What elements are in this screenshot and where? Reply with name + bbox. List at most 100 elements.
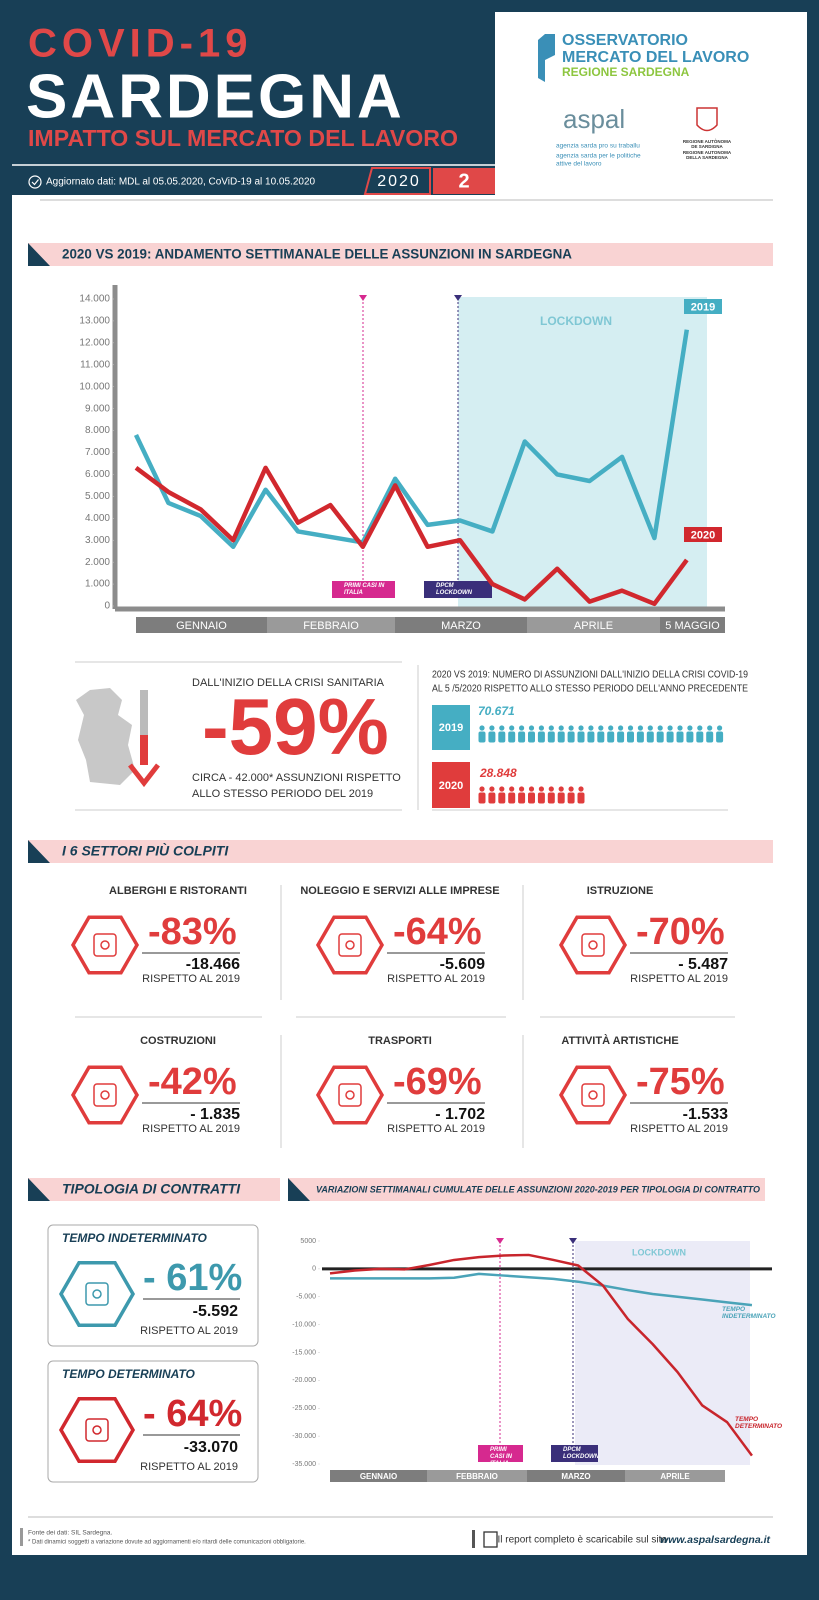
year-label: 2019	[439, 722, 463, 734]
region-crest	[696, 107, 718, 132]
y-tick-label: 2.000	[85, 557, 110, 568]
pdf-icon	[483, 1531, 498, 1548]
annotation: DPCM LOCKDOWN	[436, 583, 472, 596]
contracts: TEMPO INDETERMINATO - 61% -5.592 RISPETTO A…	[47, 1224, 259, 1483]
person-icon	[557, 792, 565, 804]
y-tick-label: -15.000	[292, 1349, 316, 1356]
footer-download: Il report completo è scaricabile sul sit…	[497, 1535, 667, 1546]
person-icon	[528, 786, 535, 792]
section-title: VARIAZIONI SETTIMANALI CUMULATE DELLE AS…	[316, 1184, 760, 1194]
sector-change: -83%	[148, 911, 237, 953]
logo-text: OSSERVATORIO	[562, 32, 688, 49]
region-text: DE SARDIGNA	[691, 144, 723, 149]
contract-change: - 64%	[143, 1393, 242, 1435]
y-tick-label: -10.000	[292, 1321, 316, 1328]
person-icon	[478, 792, 486, 804]
issue: 2	[458, 170, 469, 192]
y-tick-label: -25.000	[292, 1405, 316, 1412]
summary-note: CIRCA - 42.000* ASSUNZIONI RISPETTO	[192, 772, 401, 784]
sector-icon	[100, 940, 110, 950]
sector-icon	[93, 1083, 117, 1107]
logo-text: REGIONE SARDEGNA	[562, 65, 690, 79]
contract-difference: -5.592	[193, 1303, 238, 1320]
person-icon	[479, 786, 485, 792]
region-text: DELLA SARDEGNA	[686, 155, 729, 160]
sector-name: TRASPORTI	[368, 1035, 432, 1047]
hexagon	[558, 1065, 628, 1125]
person-icon	[707, 725, 713, 731]
contract-difference: -33.070	[184, 1439, 238, 1456]
person-icon	[558, 725, 564, 731]
person-icon	[598, 725, 604, 731]
sector-icon	[345, 940, 355, 950]
annotation-box	[332, 581, 395, 598]
x-group-label: MARZO	[441, 620, 481, 632]
check-icon	[28, 175, 42, 189]
person-icon	[667, 725, 673, 731]
person-icon	[488, 731, 496, 743]
person-icon	[518, 731, 526, 743]
sector-note: RISPETTO AL 2019	[142, 1123, 240, 1135]
issue-box	[433, 168, 495, 194]
annotation: DPCM LOCKDOWN	[563, 1447, 598, 1460]
x-group-label: FEBBRAIO	[456, 1472, 498, 1481]
y-tick-label: 14.000	[79, 294, 110, 305]
person-icon	[519, 725, 525, 731]
year-box	[432, 705, 470, 750]
x-group-label: 5 MAGGIO	[665, 620, 720, 632]
y-tick-label: -5.000	[296, 1294, 316, 1301]
sector-difference: - 5.487	[678, 956, 728, 973]
subtitle: IMPATTO SUL MERCATO DEL LAVORO	[28, 125, 458, 151]
y-tick-label: -35.000	[292, 1461, 316, 1468]
aspal-text: agenzia sarda pro su traballu	[556, 143, 640, 150]
section-title: 2020 VS 2019: ANDAMENTO SETTIMANALE DELL…	[62, 246, 572, 262]
month-band	[395, 617, 527, 633]
person-icon	[697, 725, 703, 731]
person-icon	[597, 731, 605, 743]
y-tick-label: -20.000	[292, 1377, 316, 1384]
person-icon	[677, 725, 683, 731]
sector-difference: - 1.835	[190, 1106, 240, 1123]
series-line	[330, 1272, 753, 1307]
person-icon	[489, 786, 495, 792]
annotation-marker	[569, 1238, 577, 1244]
sector-name: ATTIVITÀ ARTISTICHE	[561, 1034, 678, 1047]
section-band	[28, 243, 773, 266]
month-band	[527, 617, 660, 633]
summary-headline: -59%	[202, 682, 389, 771]
person-icon	[498, 792, 506, 804]
contract-note: RISPETTO AL 2019	[140, 1325, 238, 1337]
y-tick-label: 6.000	[85, 469, 110, 480]
year-box	[363, 167, 431, 195]
sector-icon	[92, 1425, 102, 1435]
y-tick-label: 5.000	[85, 491, 110, 502]
hexagon	[58, 1261, 136, 1327]
x-group-label: GENNAIO	[360, 1472, 397, 1481]
person-icon	[716, 731, 724, 743]
section-band	[28, 1178, 280, 1201]
month-band	[330, 1470, 427, 1482]
weekly-chart: LOCKDOWN 0 1.000 2.000 3.000 4.000 5.000 6.000 7…	[79, 285, 725, 633]
person-icon	[557, 731, 565, 743]
footer-marker	[472, 1530, 475, 1548]
sector-icon	[338, 1083, 362, 1107]
year-box	[432, 762, 470, 808]
sector-icon	[100, 1090, 110, 1100]
person-icon	[537, 792, 545, 804]
person-icon	[588, 725, 594, 731]
x-group-label: GENNAIO	[176, 620, 227, 632]
footer-site[interactable]: www.aspalsardegna.it	[660, 1534, 770, 1546]
sector-change: -42%	[148, 1061, 237, 1103]
legend-label: TEMPO INDETERMINATO	[722, 1306, 776, 1320]
sector-difference: -1.533	[683, 1106, 728, 1123]
arrow-head	[128, 763, 160, 788]
sector-icon	[85, 1282, 109, 1306]
y-tick-label: 10.000	[79, 381, 110, 392]
person-icon	[499, 786, 505, 792]
title-region: SARDEGNA	[26, 62, 405, 131]
sector-icon	[85, 1418, 109, 1442]
y-tick-label: 8.000	[85, 425, 110, 436]
person-icon	[577, 792, 585, 804]
legend-tag	[684, 299, 722, 314]
comparison-title: AL 5 /5/2020 RISPETTO ALLO STESSO PERIOD…	[432, 684, 748, 695]
